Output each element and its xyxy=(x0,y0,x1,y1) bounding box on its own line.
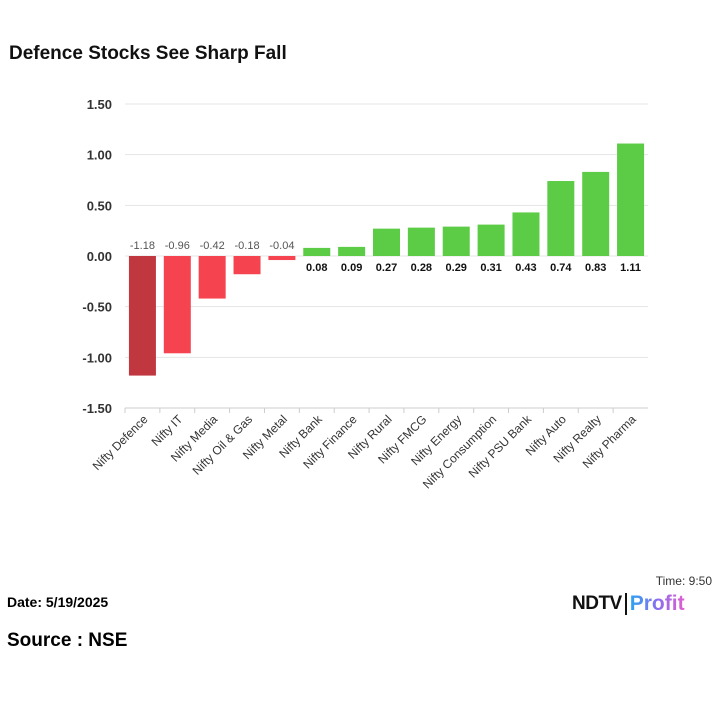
data-label: 0.08 xyxy=(306,262,327,274)
data-label: 0.27 xyxy=(376,262,397,274)
logo-profit: Profit xyxy=(629,592,685,615)
y-tick-label: 0.50 xyxy=(87,198,112,213)
data-label: -0.96 xyxy=(165,240,190,252)
logo-divider xyxy=(624,593,627,615)
bar xyxy=(407,227,435,256)
bar xyxy=(582,171,610,256)
y-tick-label: -1.00 xyxy=(82,350,112,365)
source-label: Source : NSE xyxy=(7,630,128,651)
ndtv-profit-logo: NDTV Profit xyxy=(572,592,685,616)
bar xyxy=(128,256,156,376)
bar xyxy=(547,181,575,256)
bar xyxy=(303,247,331,256)
data-label: 0.09 xyxy=(341,262,362,274)
bar xyxy=(338,246,366,256)
data-label: 0.31 xyxy=(480,262,501,274)
bar xyxy=(512,212,540,256)
data-label: -0.18 xyxy=(234,240,259,252)
bar-chart: 1.50 1.00 0.50 0.00 -0.50 -1.00 -1.50 -1.18 Nift… xyxy=(82,97,648,491)
y-tick-label: 1.00 xyxy=(87,148,112,163)
bar xyxy=(477,224,505,256)
logo-ndtv: NDTV xyxy=(572,593,622,614)
y-tick-label: 1.50 xyxy=(87,97,112,112)
bar xyxy=(268,256,296,261)
y-tick-label: 0.00 xyxy=(87,249,112,264)
data-label: 1.11 xyxy=(620,262,641,274)
data-label: 0.29 xyxy=(446,262,467,274)
data-label: 0.74 xyxy=(550,262,572,274)
date-label: Date: 5/19/2025 xyxy=(7,594,109,610)
bar xyxy=(198,256,226,299)
y-tick-label: -1.50 xyxy=(82,401,112,416)
data-label: 0.28 xyxy=(411,262,432,274)
time-label: Time: 9:50 xyxy=(655,574,712,588)
data-label: -1.18 xyxy=(130,240,155,252)
data-label: 0.83 xyxy=(585,262,606,274)
y-tick-label: -0.50 xyxy=(82,300,112,315)
data-label: 0.43 xyxy=(515,262,536,274)
bar xyxy=(163,256,191,354)
chart-title: Defence Stocks See Sharp Fall xyxy=(9,43,287,64)
bar xyxy=(373,228,400,256)
data-label: -0.42 xyxy=(200,240,225,252)
bar xyxy=(617,143,645,256)
bar xyxy=(233,256,261,275)
x-tick-label: Nifty Defence xyxy=(90,412,151,473)
bar xyxy=(442,226,470,256)
data-label: -0.04 xyxy=(269,240,294,252)
